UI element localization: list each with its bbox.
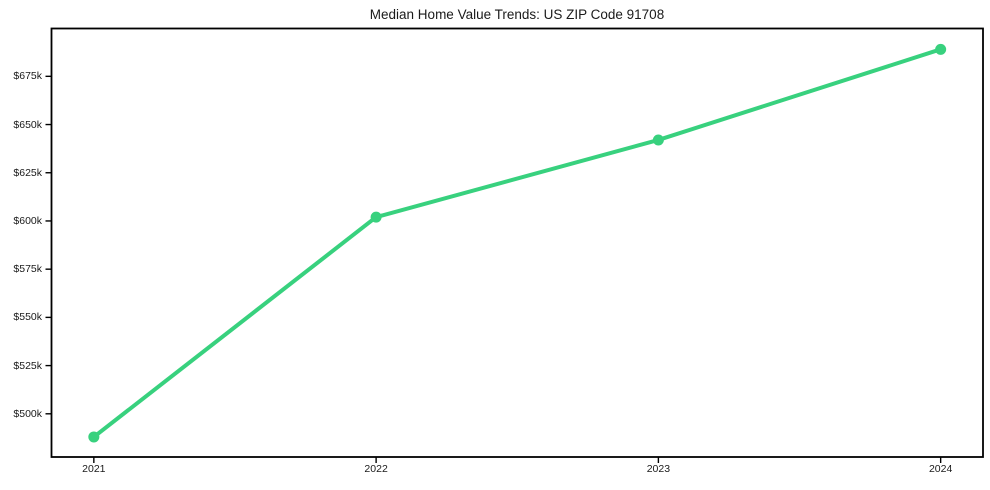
x-axis-tick-label: 2022 bbox=[364, 463, 388, 475]
x-axis-tick-label: 2024 bbox=[928, 463, 953, 475]
data-point-marker bbox=[88, 431, 100, 443]
median-home-value-line bbox=[91, 47, 943, 439]
y-axis-tick-label: $675k bbox=[13, 70, 42, 83]
y-axis-tick-label: $575k bbox=[13, 263, 42, 276]
data-point-marker bbox=[935, 43, 947, 55]
y-axis-tick-label: $650k bbox=[13, 118, 42, 131]
x-axis-tick-label: 2023 bbox=[646, 463, 671, 475]
data-point-marker bbox=[370, 211, 382, 223]
chart-title: Median Home Value Trends: US ZIP Code 91… bbox=[369, 7, 665, 22]
y-axis-tick-label: $525k bbox=[13, 359, 42, 372]
y-axis-tick-label: $500k bbox=[13, 407, 42, 420]
x-axis-tick-label: 2021 bbox=[82, 463, 106, 475]
y-axis-tick-label: $550k bbox=[13, 311, 42, 324]
data-point-marker bbox=[652, 134, 664, 146]
y-axis-tick-label: $600k bbox=[13, 214, 42, 227]
plot-border bbox=[50, 27, 984, 458]
y-axis-tick-label: $625k bbox=[13, 166, 42, 179]
